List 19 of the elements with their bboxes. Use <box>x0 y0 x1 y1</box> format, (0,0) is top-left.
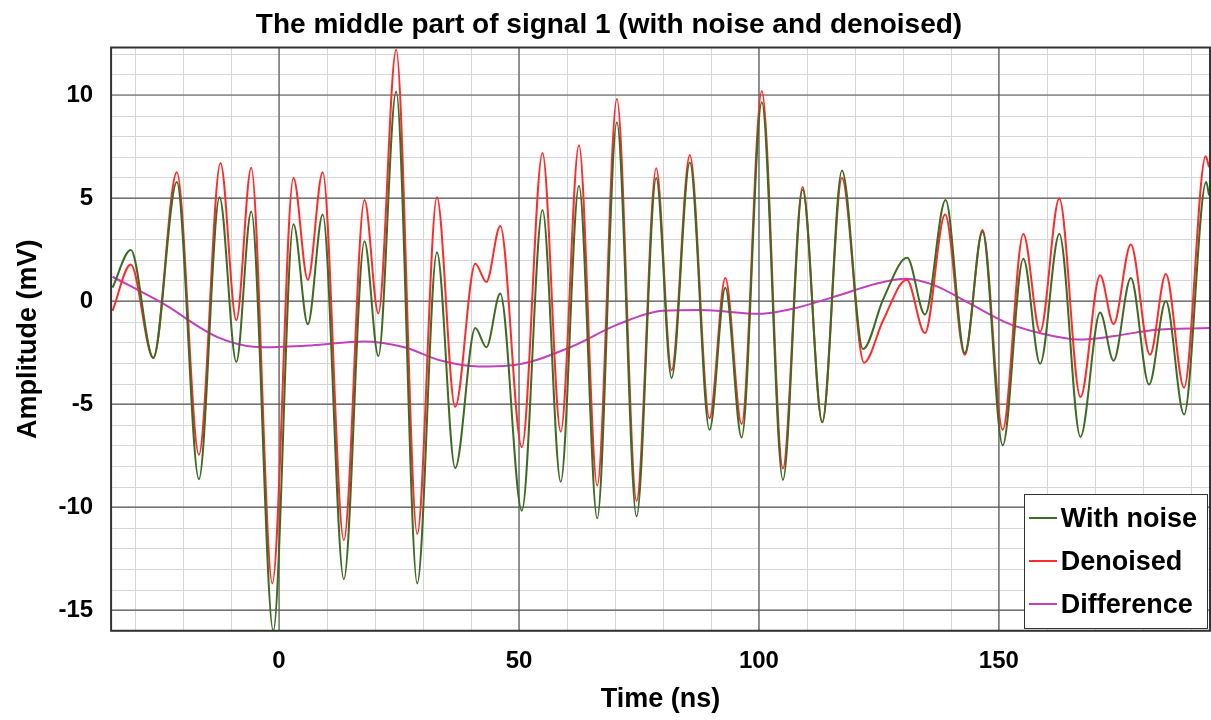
line-series <box>111 90 1210 631</box>
y-tick-label: 0 <box>79 285 94 313</box>
line-series <box>111 275 1210 368</box>
legend-label: Denoised <box>1060 544 1183 578</box>
y-tick-label: -5 <box>71 388 94 416</box>
y-tick-label: -15 <box>58 594 94 622</box>
y-tick-label: 10 <box>66 79 94 107</box>
x-tick-label: 100 <box>738 645 779 673</box>
x-axis-title: Time (ns) <box>600 683 721 714</box>
legend-label: Difference <box>1060 587 1193 621</box>
legend-label: With noise <box>1060 501 1197 535</box>
y-axis-title: Amplitude (mV) <box>11 239 42 439</box>
x-tick-label: 150 <box>978 645 1019 673</box>
line-series <box>111 48 1210 585</box>
chart-title: The middle part of signal 1 (with noise and denoised) <box>255 7 963 39</box>
x-tick-label: 0 <box>272 645 286 673</box>
y-tick-label: -10 <box>58 491 94 519</box>
x-tick-label: 50 <box>505 645 533 673</box>
y-tick-label: 5 <box>79 182 94 210</box>
